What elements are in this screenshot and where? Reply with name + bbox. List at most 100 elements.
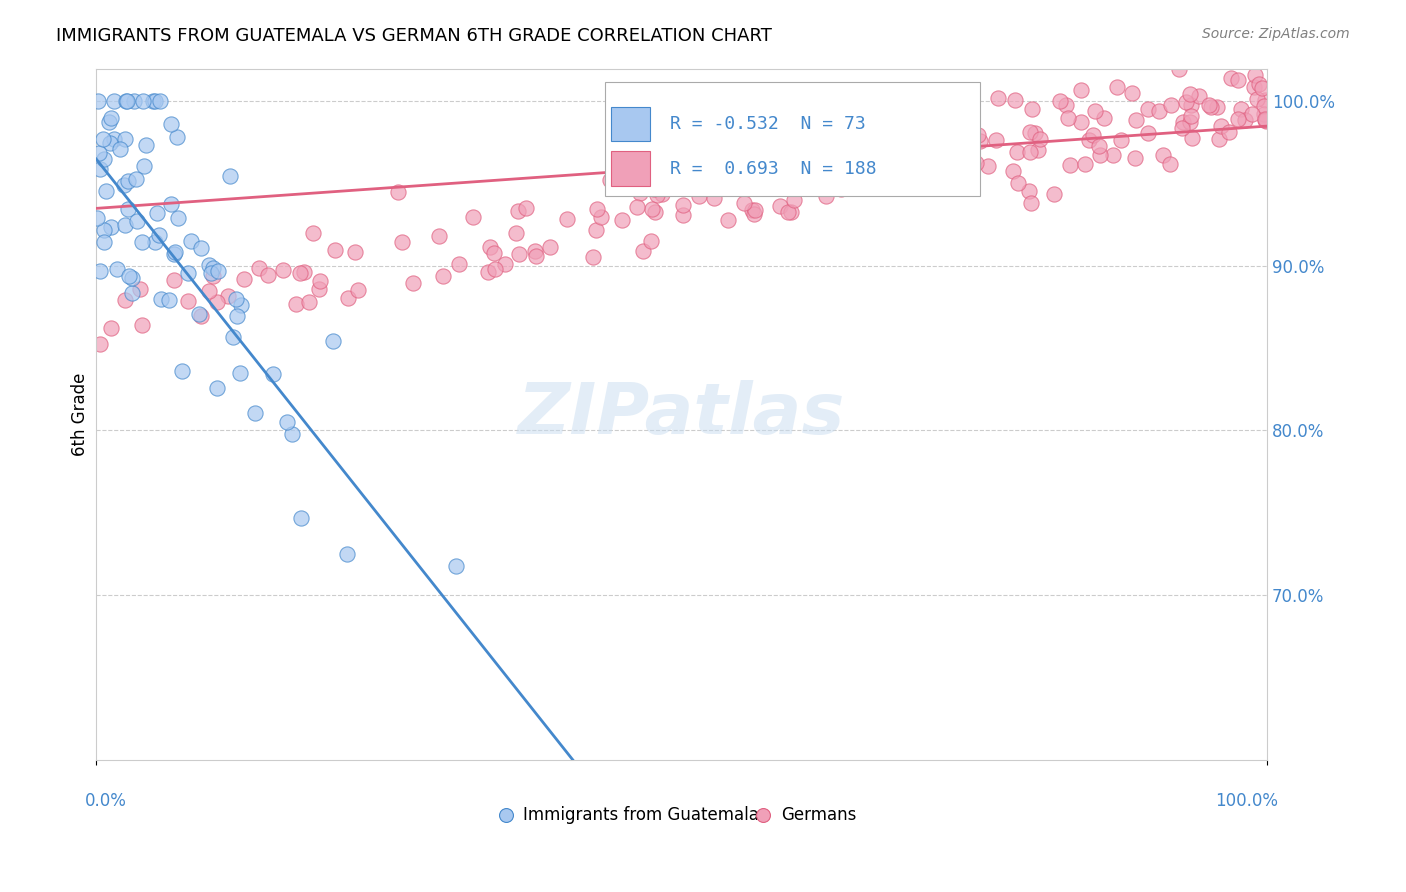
Point — [1121, 86, 1143, 100]
Point — [1234, 113, 1257, 128]
Point — [1136, 102, 1159, 116]
Point — [89, 145, 111, 160]
Point — [1137, 126, 1160, 140]
Point — [589, 211, 612, 225]
Point — [292, 265, 315, 279]
Point — [1090, 148, 1112, 162]
Point — [288, 266, 311, 280]
Point — [811, 130, 834, 145]
Point — [1209, 119, 1232, 133]
Point — [1160, 97, 1182, 112]
Point — [1019, 145, 1042, 159]
Point — [143, 235, 166, 249]
Point — [343, 244, 366, 259]
Point — [114, 293, 136, 307]
Point — [190, 240, 212, 254]
Point — [744, 203, 766, 218]
Point — [124, 95, 146, 109]
Point — [114, 218, 136, 232]
Point — [1049, 94, 1071, 108]
Point — [987, 91, 1010, 105]
Point — [796, 177, 818, 191]
Point — [1084, 103, 1107, 118]
Point — [984, 133, 1007, 147]
Point — [1188, 89, 1211, 103]
Point — [671, 144, 693, 158]
Point — [703, 192, 725, 206]
Point — [896, 149, 918, 163]
Text: R =  0.693  N = 188: R = 0.693 N = 188 — [669, 160, 876, 178]
Point — [100, 220, 122, 235]
Point — [207, 264, 229, 278]
Point — [391, 235, 413, 250]
Point — [198, 285, 221, 299]
Point — [1240, 107, 1263, 121]
Point — [789, 167, 811, 181]
Text: Germans: Germans — [782, 805, 856, 824]
Point — [955, 141, 977, 155]
Point — [245, 406, 267, 420]
Point — [143, 95, 166, 109]
Point — [1253, 112, 1275, 127]
Point — [943, 161, 966, 176]
Point — [731, 162, 754, 177]
Point — [187, 306, 209, 320]
Point — [1074, 157, 1097, 171]
Point — [524, 244, 547, 259]
Point — [108, 142, 131, 156]
Point — [97, 115, 120, 129]
Point — [1230, 103, 1253, 117]
Point — [783, 193, 806, 207]
Point — [89, 263, 111, 277]
Point — [1253, 107, 1275, 121]
Point — [262, 368, 284, 382]
Point — [121, 286, 143, 301]
Point — [1149, 104, 1171, 119]
Point — [89, 337, 111, 351]
Point — [205, 381, 228, 395]
Point — [1220, 71, 1243, 86]
Point — [1253, 98, 1275, 112]
Point — [217, 289, 239, 303]
Point — [276, 415, 298, 429]
Point — [93, 222, 115, 236]
Point — [177, 294, 200, 309]
Point — [484, 262, 506, 277]
Point — [347, 283, 370, 297]
Point — [645, 188, 668, 202]
Point — [1226, 72, 1249, 87]
Point — [711, 136, 734, 150]
Point — [734, 195, 756, 210]
Point — [114, 132, 136, 146]
Point — [1180, 109, 1202, 123]
Point — [641, 202, 664, 216]
Point — [959, 147, 981, 161]
Point — [494, 257, 516, 271]
Point — [1181, 131, 1204, 145]
Point — [322, 334, 344, 348]
Point — [118, 268, 141, 283]
Point — [1029, 132, 1052, 146]
Point — [585, 202, 607, 216]
Point — [875, 153, 897, 167]
Point — [157, 293, 180, 307]
Point — [257, 268, 280, 282]
Point — [1004, 93, 1026, 107]
Point — [308, 282, 330, 296]
Point — [103, 132, 125, 146]
Point — [741, 202, 763, 217]
Point — [1059, 158, 1081, 172]
Text: 0.0%: 0.0% — [84, 792, 127, 810]
Point — [734, 153, 756, 168]
Point — [1159, 157, 1181, 171]
Point — [131, 318, 153, 332]
Point — [229, 298, 252, 312]
Point — [200, 266, 222, 280]
Point — [672, 208, 695, 222]
Point — [1180, 87, 1202, 102]
Point — [281, 427, 304, 442]
FancyBboxPatch shape — [612, 106, 650, 141]
Point — [1001, 163, 1024, 178]
Text: ZIPatlas: ZIPatlas — [517, 379, 845, 449]
Text: Source: ZipAtlas.com: Source: ZipAtlas.com — [1202, 27, 1350, 41]
